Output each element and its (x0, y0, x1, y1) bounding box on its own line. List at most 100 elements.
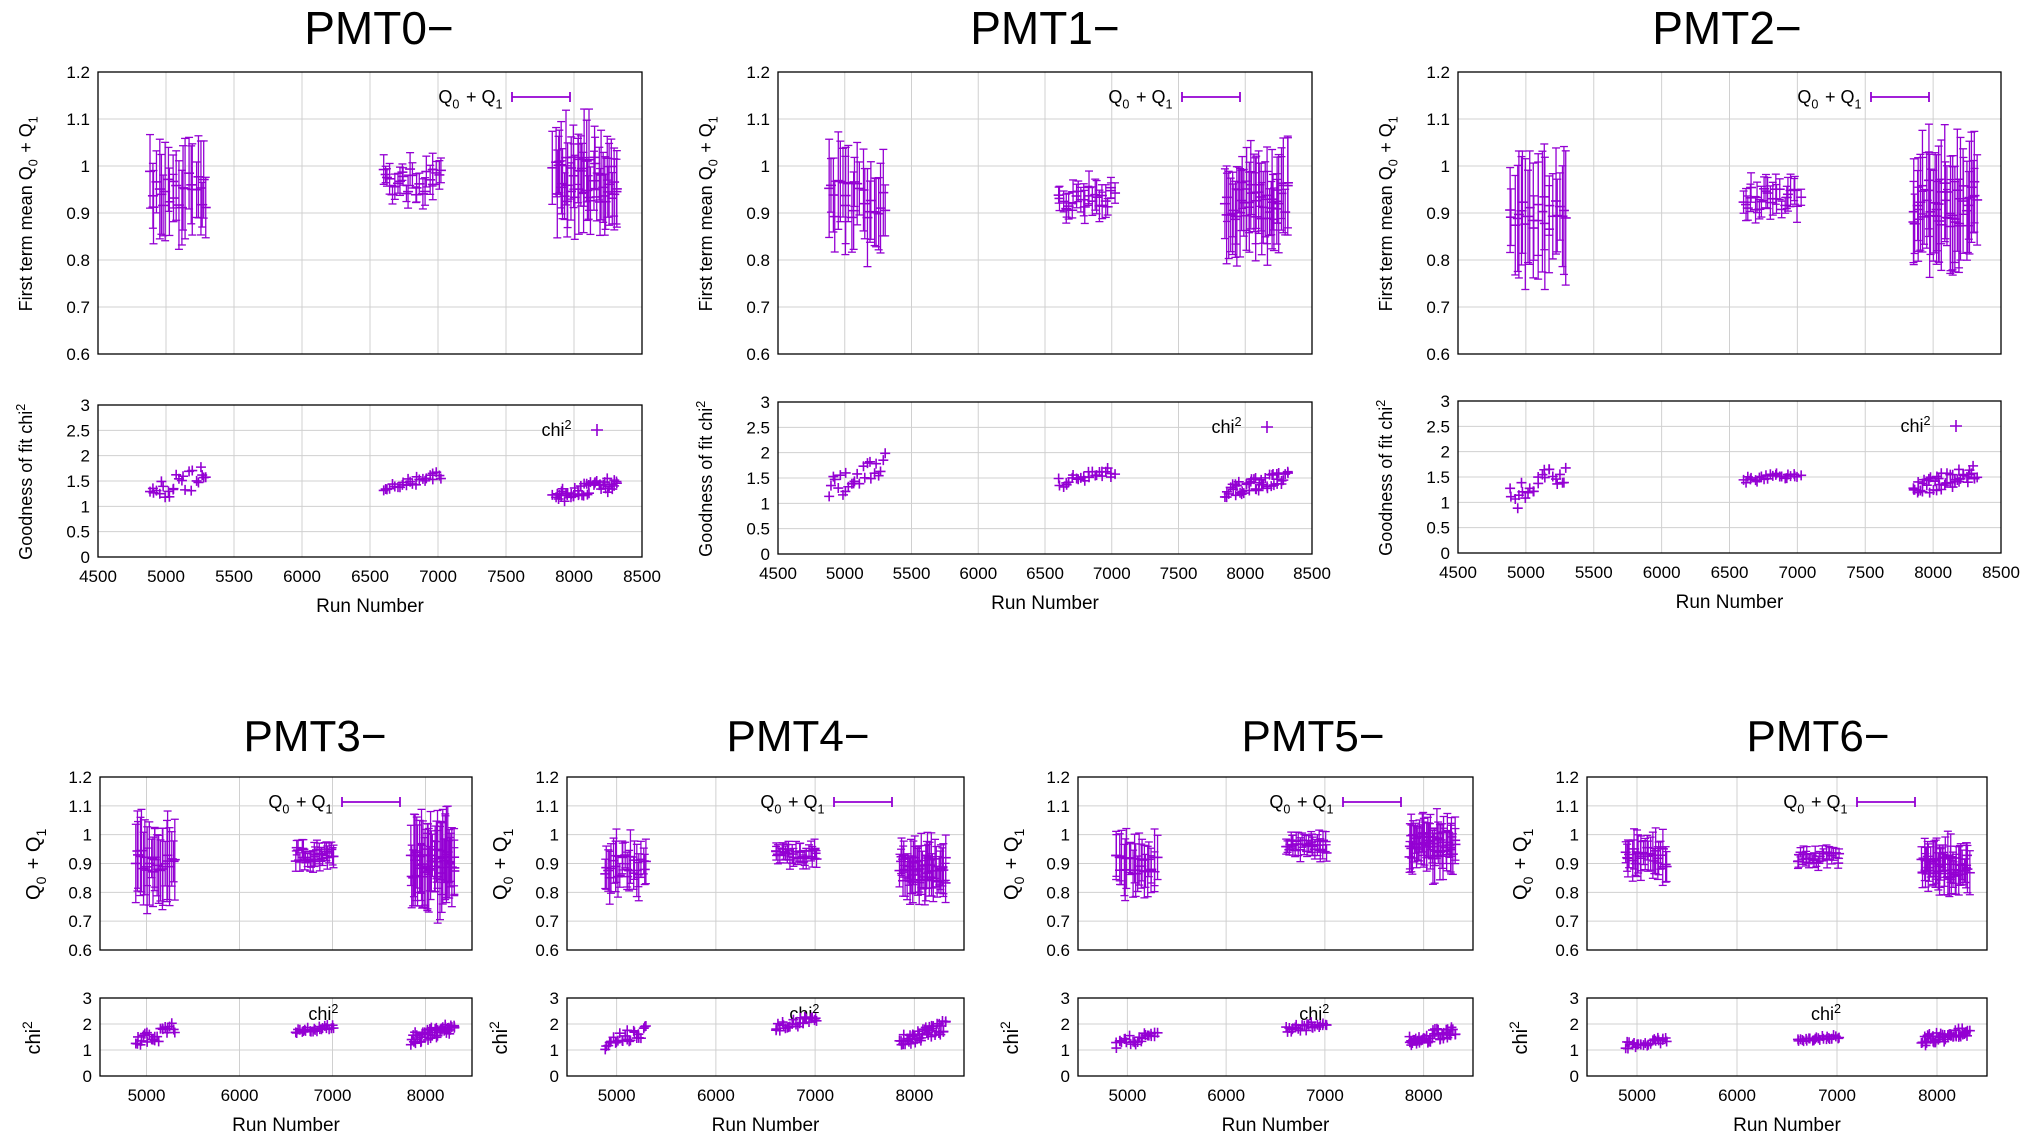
chi-point (1244, 485, 1255, 496)
q-y-tick-label: 0.6 (68, 941, 92, 960)
q-y-tick-label: 0.6 (1046, 941, 1070, 960)
chi-point (141, 1027, 152, 1038)
legend-q-label: Q0 + Q1 (1108, 87, 1174, 111)
x-tick-label: 8000 (1918, 1086, 1956, 1105)
q-y-tick-label: 0.9 (1426, 204, 1450, 223)
q-y-tick-label: 1.2 (1555, 768, 1579, 787)
chi-plot-frame (777, 401, 1313, 555)
chi-point (420, 475, 431, 486)
q-y-tick-label: 0.8 (1555, 883, 1579, 902)
chi-point (200, 472, 211, 483)
chi-y-tick-label: 3 (761, 393, 770, 412)
chi-point (1528, 486, 1539, 497)
chi-y-tick-label: 0 (761, 545, 770, 564)
chi-y-tick-label: 0 (550, 1067, 559, 1086)
q-y-tick-label: 0.7 (1555, 912, 1579, 931)
chi-point (1953, 464, 1964, 475)
chart-panel-pmt6: PMT6− 5000 6000 7000 8000 0.6 0.7 0.8 0.9 1 1.1 1.2… (1506, 712, 1988, 1136)
chi-point (611, 476, 622, 487)
q-y-tick-label: 1.1 (1426, 110, 1450, 129)
chi-point (1931, 485, 1942, 496)
legend-chi-label: chi2 (1211, 415, 1243, 437)
x-tick-label: 6000 (959, 564, 997, 583)
chi-y-tick-label: 1 (1061, 1041, 1070, 1060)
x-tick-label: 4500 (79, 567, 117, 586)
chi-point (166, 1018, 177, 1029)
chi-point (589, 478, 600, 489)
chi-y-tick-label: 2.5 (66, 421, 90, 440)
chart-panel-pmt1: PMT1− 4500 5000 5500 6000 6500 7000 7500 8000 850… (694, 2, 1331, 614)
chi-point (449, 1022, 460, 1033)
chi-y-axis-label: Goodness of fit chi2 (694, 399, 716, 557)
chi-y-tick-label: 3 (1441, 392, 1450, 411)
chi-plot-frame (97, 404, 643, 558)
chi-point (154, 488, 165, 499)
chi-point (1152, 1027, 1163, 1038)
chi-point (880, 448, 891, 459)
chi-y-tick-label: 3 (81, 396, 90, 415)
q-y-tick-label: 1 (1061, 826, 1070, 845)
chi-point (1446, 1022, 1457, 1033)
chi-point (624, 1036, 635, 1047)
q-y-tick-label: 1.1 (68, 797, 92, 816)
q-y-tick-label: 1.1 (535, 797, 559, 816)
legend-q-label: Q0 + Q1 (438, 87, 504, 111)
chi-point (136, 1035, 147, 1046)
chi-point (1110, 469, 1121, 480)
chi-point (584, 488, 595, 499)
chi-point (1533, 478, 1544, 489)
chi-y-tick-label: 3 (83, 989, 92, 1008)
chi-point (1301, 1025, 1312, 1036)
chart-panel-pmt4: PMT4− 5000 6000 7000 8000 0.6 0.7 0.8 0.9 1 1.1 1.2… (486, 712, 965, 1136)
q-y-tick-label: 1.2 (1426, 63, 1450, 82)
chi-y-tick-label: 0.5 (746, 520, 770, 539)
chi-point (144, 1029, 155, 1040)
chi-point (1558, 477, 1569, 488)
q-y-axis-label: First term mean Q0 + Q1 (696, 115, 720, 312)
legend-q-label: Q0 + Q1 (1797, 87, 1863, 111)
chi-point (1406, 1040, 1417, 1051)
chi-point (176, 475, 187, 486)
chart-title: PMT5− (1241, 712, 1384, 761)
q-y-tick-label: 0.7 (1426, 298, 1450, 317)
chi-point (638, 1023, 649, 1034)
chi-point (864, 456, 875, 467)
q-y-tick-label: 1.1 (746, 110, 770, 129)
chi-point (854, 478, 865, 489)
chi-point (1273, 468, 1284, 479)
chi-point (905, 1038, 916, 1049)
chi-y-tick-label: 1 (550, 1041, 559, 1060)
q-y-tick-label: 0.9 (1046, 855, 1070, 874)
chi-y-tick-label: 1 (83, 1041, 92, 1060)
chi-y-tick-label: 3 (550, 989, 559, 1008)
chi-point (938, 1026, 949, 1037)
chi-point (1450, 1029, 1461, 1040)
q-y-tick-label: 1 (81, 157, 90, 176)
chi-point (862, 458, 873, 469)
q-y-tick-label: 0.7 (746, 298, 770, 317)
legend-chi-label: chi2 (541, 418, 573, 440)
chi-y-tick-label: 0 (83, 1067, 92, 1086)
chi-point (1921, 480, 1932, 491)
chi-point (1267, 469, 1278, 480)
chi-point (1523, 487, 1534, 498)
chi-y-tick-label: 1.5 (746, 469, 770, 488)
q-y-axis-label: Q0 + Q1 (1001, 827, 1027, 900)
chi-plot-frame (1457, 400, 2002, 554)
legend-q-label: Q0 + Q1 (1269, 792, 1335, 816)
q-plot-frame (1457, 71, 2002, 355)
chi-point (139, 1028, 150, 1039)
chi-point (387, 479, 398, 490)
x-axis-label: Run Number (1222, 1115, 1330, 1136)
x-tick-label: 8000 (407, 1086, 445, 1105)
x-tick-label: 6000 (221, 1086, 259, 1105)
chi-point (156, 476, 167, 487)
chi-point (582, 489, 593, 500)
q-y-tick-label: 0.6 (66, 345, 90, 364)
chi-point (835, 470, 846, 481)
x-tick-label: 8000 (1914, 563, 1952, 582)
chi-point (1282, 466, 1293, 477)
x-tick-label: 5500 (893, 564, 931, 583)
q-y-axis-label: Q0 + Q1 (490, 827, 516, 900)
q-y-tick-label: 1 (761, 157, 770, 176)
